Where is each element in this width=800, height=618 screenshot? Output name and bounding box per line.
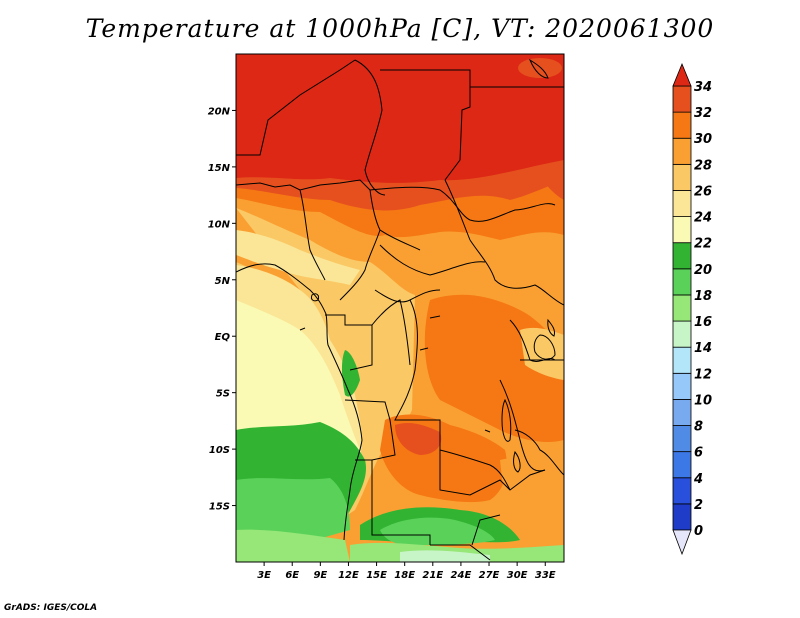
- colorbar-label: 12: [694, 367, 712, 382]
- colorbar-segment: [672, 268, 692, 296]
- lon-tick-label: 33E: [535, 570, 556, 581]
- temperature-field: [236, 54, 564, 562]
- lat-tick-label: 10N: [208, 219, 231, 230]
- lat-tick-label: 5N: [215, 276, 231, 287]
- colorbar-label: 0: [694, 524, 703, 539]
- colorbar-over-triangle: [672, 62, 692, 87]
- colorbar-label: 8: [694, 420, 703, 435]
- lat-tick-label: EQ: [215, 332, 231, 343]
- colorbar-segment: [672, 85, 692, 113]
- lon-tick-label: 18E: [394, 570, 415, 581]
- colorbar-label: 4: [693, 472, 703, 487]
- colorbar-segment: [672, 163, 692, 191]
- lon-tick-label: 27E: [479, 570, 500, 581]
- colorbar-segment: [672, 294, 692, 322]
- colorbar-label: 28: [694, 158, 712, 173]
- grads-credit: GrADS: IGES/COLA: [4, 603, 98, 613]
- lon-tick-label: 24E: [451, 570, 472, 581]
- lon-tick-label: 6E: [285, 570, 299, 581]
- colorbar-label: 32: [694, 106, 712, 121]
- map-title: Temperature at 1000hPa [C], VT: 20200613…: [85, 14, 715, 43]
- colorbar-label: 16: [694, 315, 712, 330]
- colorbar-segment: [672, 399, 692, 426]
- colorbar-label: 20: [694, 263, 712, 278]
- colorbar-label: 18: [694, 289, 712, 304]
- colorbar-label: 26: [694, 184, 712, 199]
- colorbar-segment: [672, 477, 692, 505]
- colorbar-segment: [672, 346, 692, 374]
- colorbar-label: 6: [694, 446, 703, 461]
- colorbar-segment: [672, 372, 692, 400]
- colorbar-segment: [672, 242, 692, 270]
- lat-tick-label: 20N: [208, 106, 231, 117]
- lon-tick-label: 30E: [507, 570, 528, 581]
- colorbar-label: 10: [694, 393, 712, 408]
- colorbar-segment: [672, 451, 692, 479]
- lat-tick-label: 15S: [209, 502, 230, 513]
- lat-tick-label: 15N: [208, 163, 231, 174]
- colorbar-segment: [672, 190, 692, 217]
- colorbar-segment: [672, 503, 692, 531]
- lon-tick-label: 9E: [313, 570, 327, 581]
- colorbar-segment: [672, 320, 692, 348]
- lon-tick-label: 3E: [257, 570, 271, 581]
- country-borders: [236, 58, 564, 561]
- colorbar-label: 14: [694, 341, 712, 356]
- colorbar-segment: [672, 137, 692, 165]
- lat-tick-label: 5S: [216, 389, 230, 400]
- colorbar-segment: [672, 216, 692, 244]
- map-frame: [235, 53, 565, 563]
- latitude-axis: 20N 15N 10N 5N EQ 5S 10S 15S: [208, 106, 236, 513]
- colorbar-label: 22: [694, 237, 712, 252]
- longitude-axis: 3E 6E 9E 12E 15E 18E 21E 24E 27E 30E 33E: [257, 562, 556, 581]
- colorbar-segment: [672, 111, 692, 139]
- lon-tick-label: 15E: [366, 570, 387, 581]
- colorbar-label: 30: [694, 132, 712, 147]
- colorbar-label: 34: [694, 80, 712, 95]
- lon-tick-label: 21E: [422, 570, 443, 581]
- lon-tick-label: 12E: [338, 570, 359, 581]
- colorbar-label: 24: [694, 211, 712, 226]
- colorbar-under-triangle: [672, 529, 692, 556]
- colorbar-segment: [672, 425, 692, 453]
- colorbar-label: 2: [694, 498, 703, 513]
- lat-tick-label: 10S: [209, 445, 230, 456]
